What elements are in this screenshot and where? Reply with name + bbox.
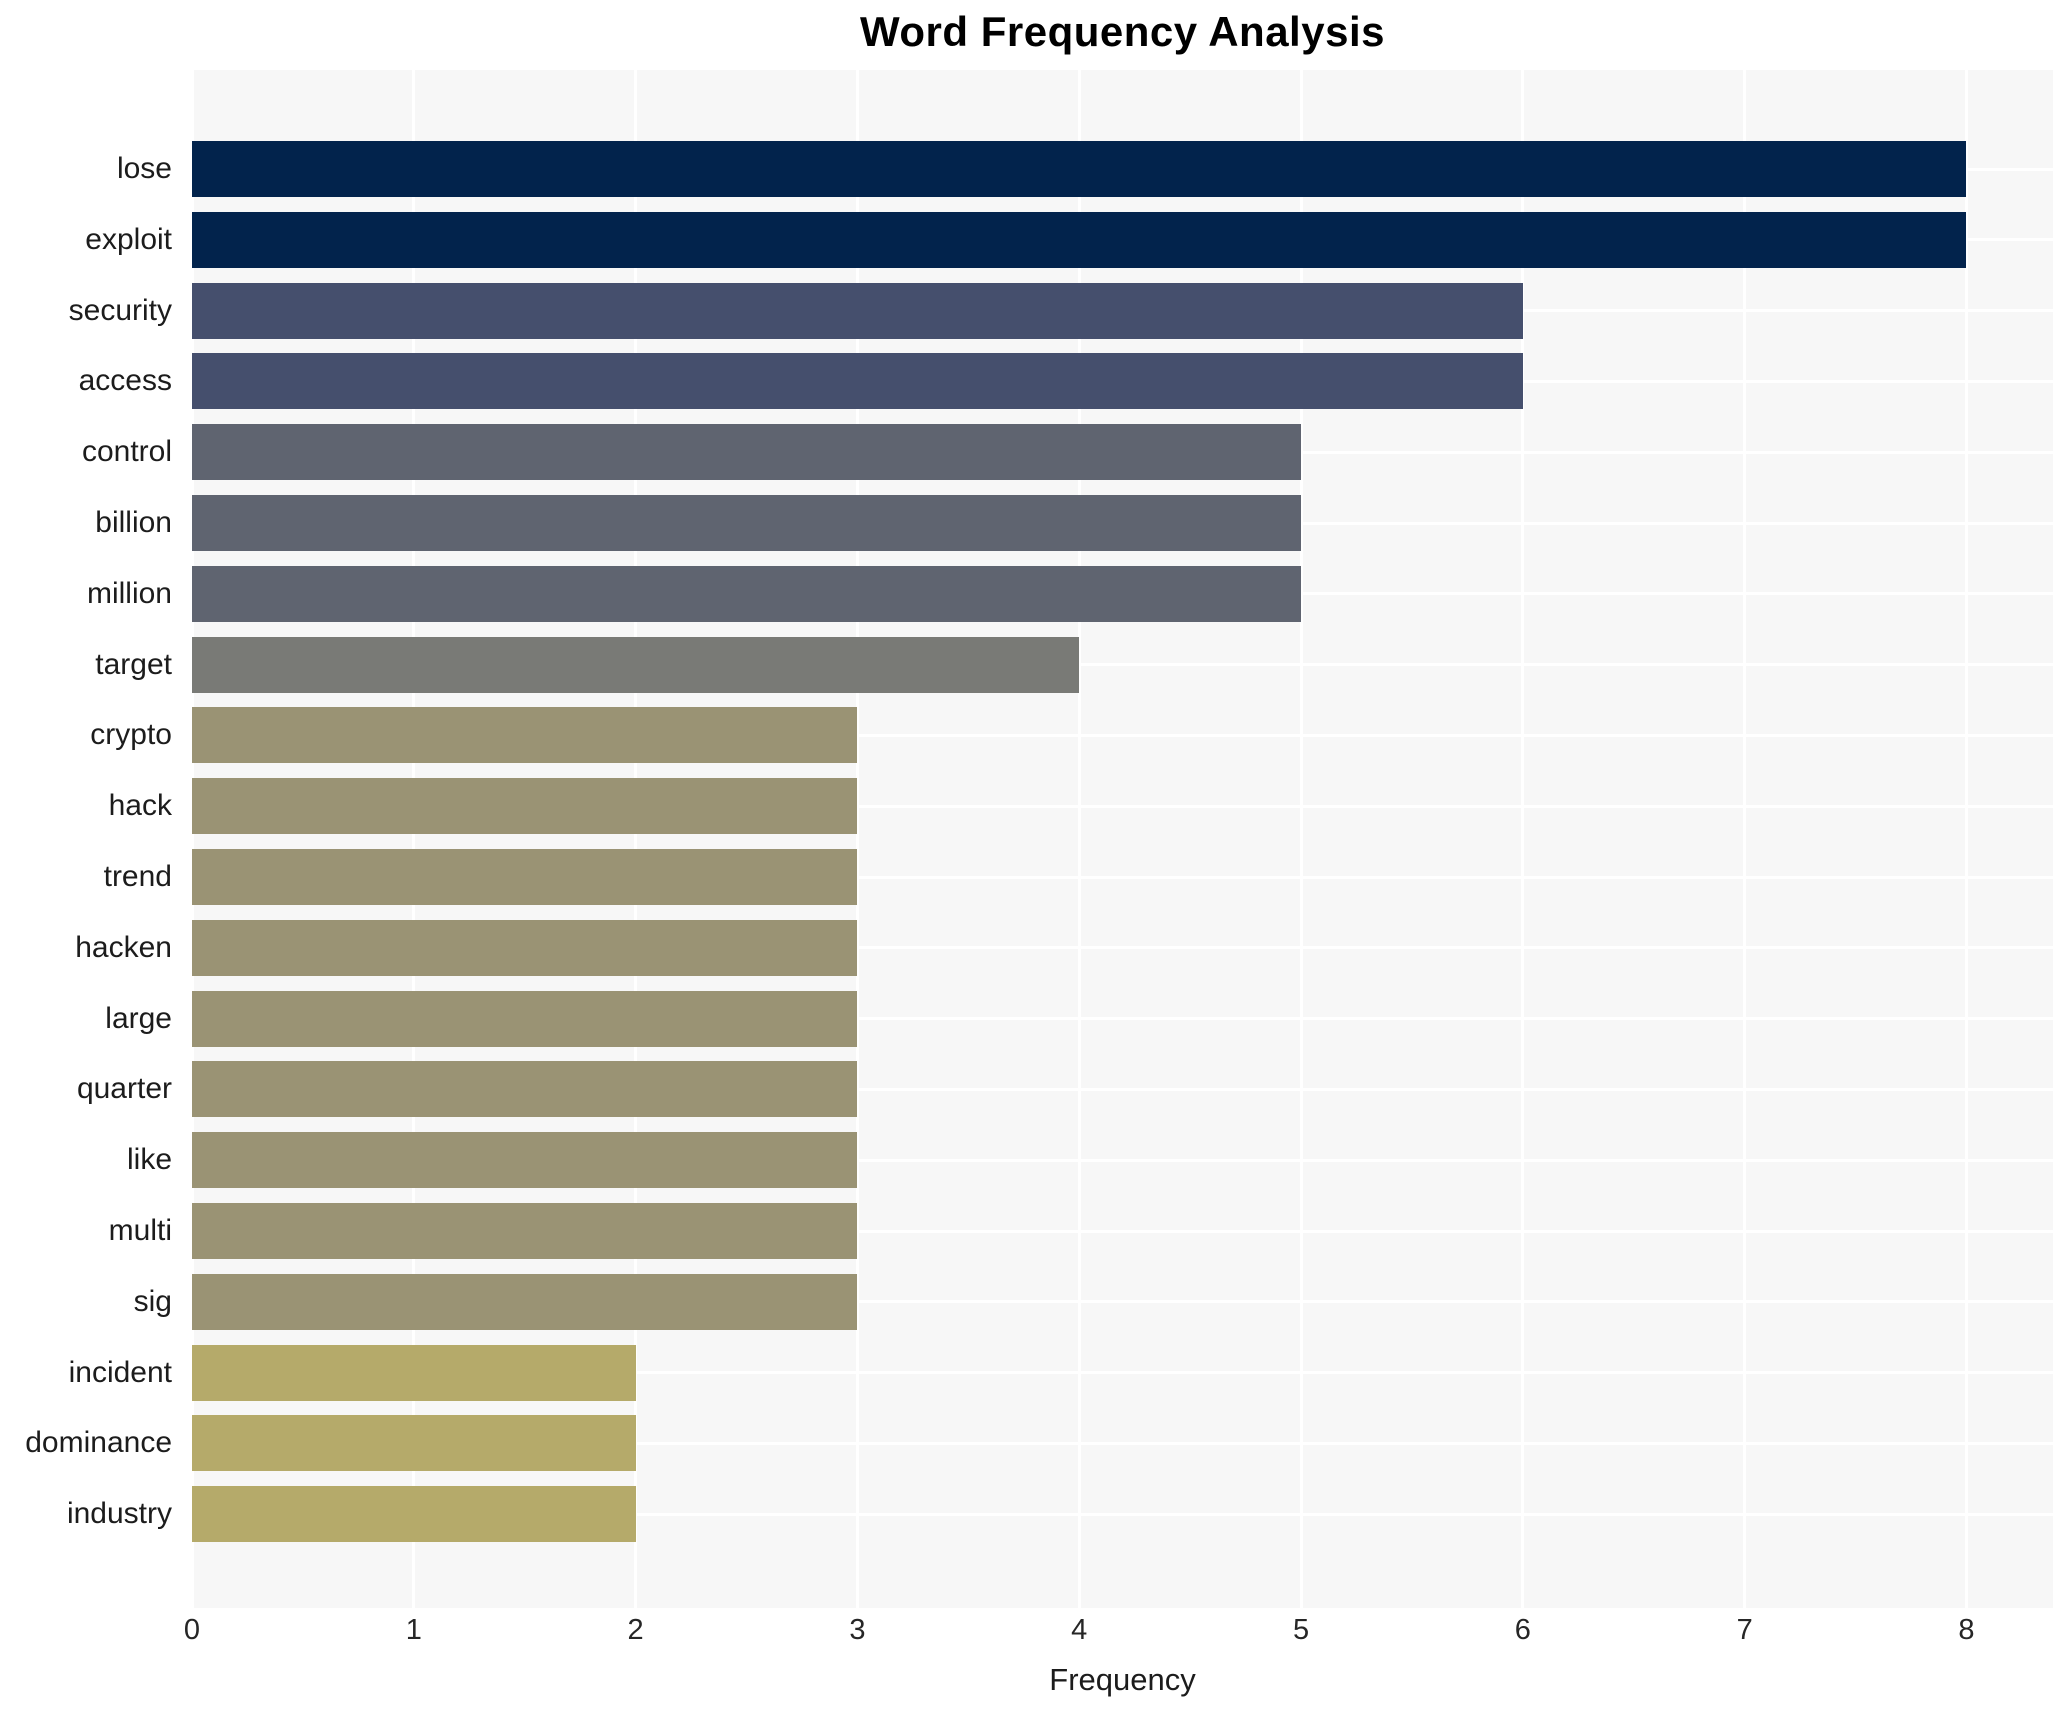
vertical-gridline — [1299, 70, 1303, 1608]
bar-access — [192, 353, 1523, 410]
bar-large — [192, 990, 858, 1047]
bar-target — [192, 636, 1080, 693]
bar-lose — [192, 141, 1967, 197]
x-tick-label: 4 — [1071, 1614, 1088, 1646]
y-tick-label: access — [78, 364, 172, 398]
y-tick-label: incident — [68, 1355, 172, 1389]
x-tick-label: 0 — [183, 1614, 201, 1646]
y-tick-label: hack — [108, 789, 172, 823]
bar-incident — [192, 1344, 636, 1401]
x-tick-label: 7 — [1736, 1614, 1753, 1646]
horizontal-gridline — [192, 1300, 2053, 1304]
vertical-gridline — [190, 70, 194, 1608]
y-tick-label: sig — [133, 1284, 172, 1318]
vertical-gridline — [412, 70, 416, 1608]
y-tick-label: million — [86, 576, 172, 610]
plot-area — [190, 70, 2053, 1608]
bar-exploit — [192, 211, 1967, 268]
bar-million — [192, 565, 1302, 622]
vertical-gridline — [855, 70, 859, 1608]
y-tick-label: billion — [95, 506, 172, 539]
bar-crypto — [192, 707, 858, 764]
x-tick-label: 5 — [1292, 1614, 1310, 1646]
horizontal-gridline — [192, 1158, 2053, 1162]
bar-billion — [192, 495, 1302, 551]
x-tick-label: 3 — [849, 1614, 866, 1646]
horizontal-gridline — [192, 733, 2053, 737]
horizontal-gridline — [192, 804, 2053, 808]
horizontal-gridline — [192, 1229, 2053, 1233]
vertical-gridline — [1743, 70, 1747, 1608]
vertical-gridline — [1521, 70, 1525, 1608]
y-tick-label: large — [105, 1001, 172, 1035]
y-tick-label: quarter — [76, 1072, 172, 1106]
y-tick-label: dominance — [25, 1426, 172, 1460]
horizontal-gridline — [192, 663, 2053, 667]
bar-hack — [192, 778, 858, 835]
bar-hacken — [192, 919, 858, 976]
y-tick-label: like — [126, 1143, 172, 1177]
x-axis-title: Frequency — [1049, 1662, 1196, 1697]
bar-control — [192, 424, 1302, 481]
y-tick-label: exploit — [85, 222, 172, 256]
bar-industry — [192, 1486, 636, 1543]
horizontal-gridline — [192, 1512, 2053, 1516]
x-tick-label: 1 — [405, 1614, 422, 1646]
vertical-gridline — [634, 70, 638, 1608]
horizontal-gridline — [192, 1441, 2053, 1445]
y-tick-label: crypto — [90, 718, 172, 752]
chart-title: Word Frequency Analysis — [860, 8, 1385, 55]
y-tick-label: trend — [103, 860, 172, 893]
bar-like — [192, 1132, 858, 1189]
horizontal-gridline — [192, 1371, 2053, 1375]
y-tick-label: target — [95, 647, 172, 681]
y-tick-label: security — [68, 293, 172, 327]
horizontal-gridline — [192, 1017, 2053, 1021]
horizontal-gridline — [192, 946, 2053, 950]
y-tick-label: industry — [66, 1497, 172, 1531]
horizontal-gridline — [192, 1087, 2053, 1091]
y-tick-label: multi — [108, 1214, 172, 1247]
y-tick-label: hacken — [75, 930, 172, 964]
x-tick-label: 2 — [627, 1614, 644, 1646]
vertical-gridline — [1964, 70, 1968, 1608]
x-tick-label: 6 — [1514, 1614, 1531, 1646]
y-tick-label: control — [81, 435, 172, 469]
bar-sig — [192, 1273, 858, 1330]
bar-multi — [192, 1203, 858, 1259]
bar-quarter — [192, 1061, 858, 1118]
y-tick-label: lose — [116, 152, 172, 185]
vertical-gridline — [1077, 70, 1081, 1608]
bar-trend — [192, 849, 858, 905]
horizontal-gridline — [192, 875, 2053, 879]
bar-dominance — [192, 1415, 636, 1472]
x-tick-label: 8 — [1958, 1614, 1975, 1646]
bar-security — [192, 282, 1523, 339]
